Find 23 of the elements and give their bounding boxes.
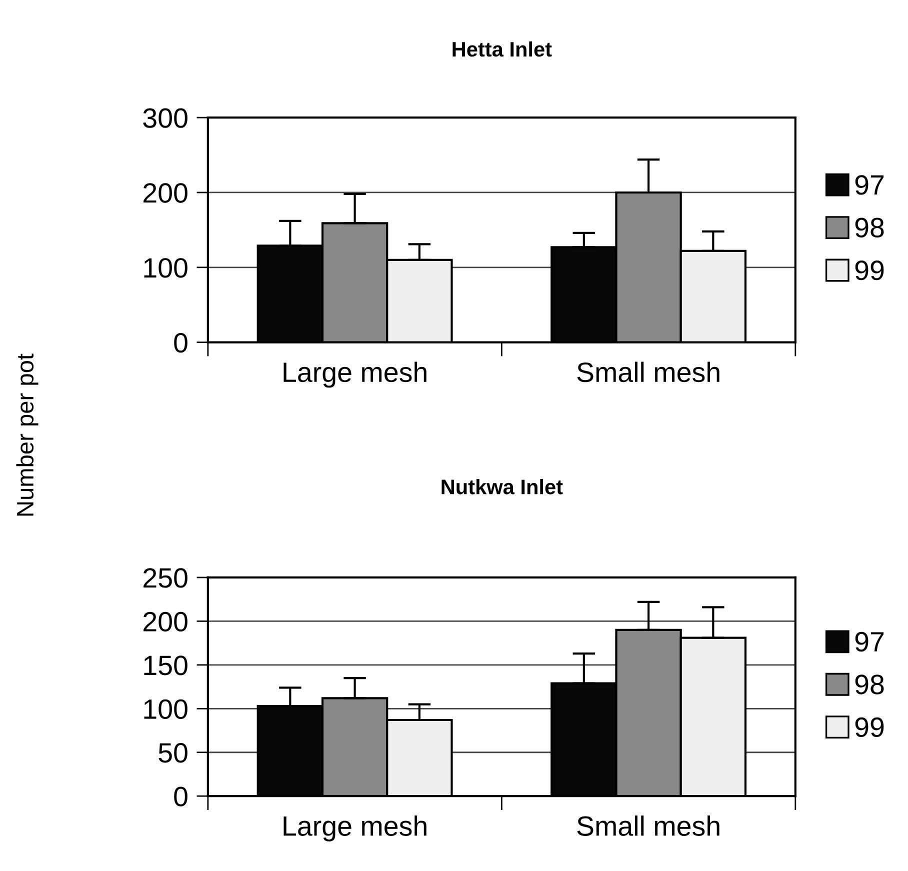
y-tick-label: 100 <box>144 699 188 719</box>
y-tick-label: 300 <box>143 108 188 128</box>
legend-label: 97 <box>855 632 884 652</box>
legend-label: 99 <box>855 717 884 738</box>
x-tick-label: Small mesh <box>577 362 720 382</box>
x-tick-label: Large mesh <box>284 816 426 842</box>
y-tick-label: 200 <box>144 183 188 203</box>
y-tick-label: 0 <box>174 332 188 353</box>
chart-title: Nutkwa Inlet <box>442 479 563 494</box>
legend-label: 97 <box>855 175 884 195</box>
legend-label: 98 <box>855 674 884 694</box>
y-tick-label: 150 <box>144 656 188 676</box>
legend-label: 99 <box>855 260 884 280</box>
y-tick-label: 0 <box>174 786 188 806</box>
y-tick-label: 200 <box>144 612 188 632</box>
y-tick-label: 250 <box>144 568 188 588</box>
x-tick-label: Large mesh <box>284 362 426 388</box>
y-tick-label: 100 <box>144 258 188 278</box>
y-axis-title: Number per pot <box>16 354 38 516</box>
y-tick-label: 50 <box>158 743 188 763</box>
legend-label: 98 <box>855 218 884 238</box>
chart-title: Hetta Inlet <box>452 41 552 57</box>
x-tick-label: Small mesh <box>577 816 720 836</box>
